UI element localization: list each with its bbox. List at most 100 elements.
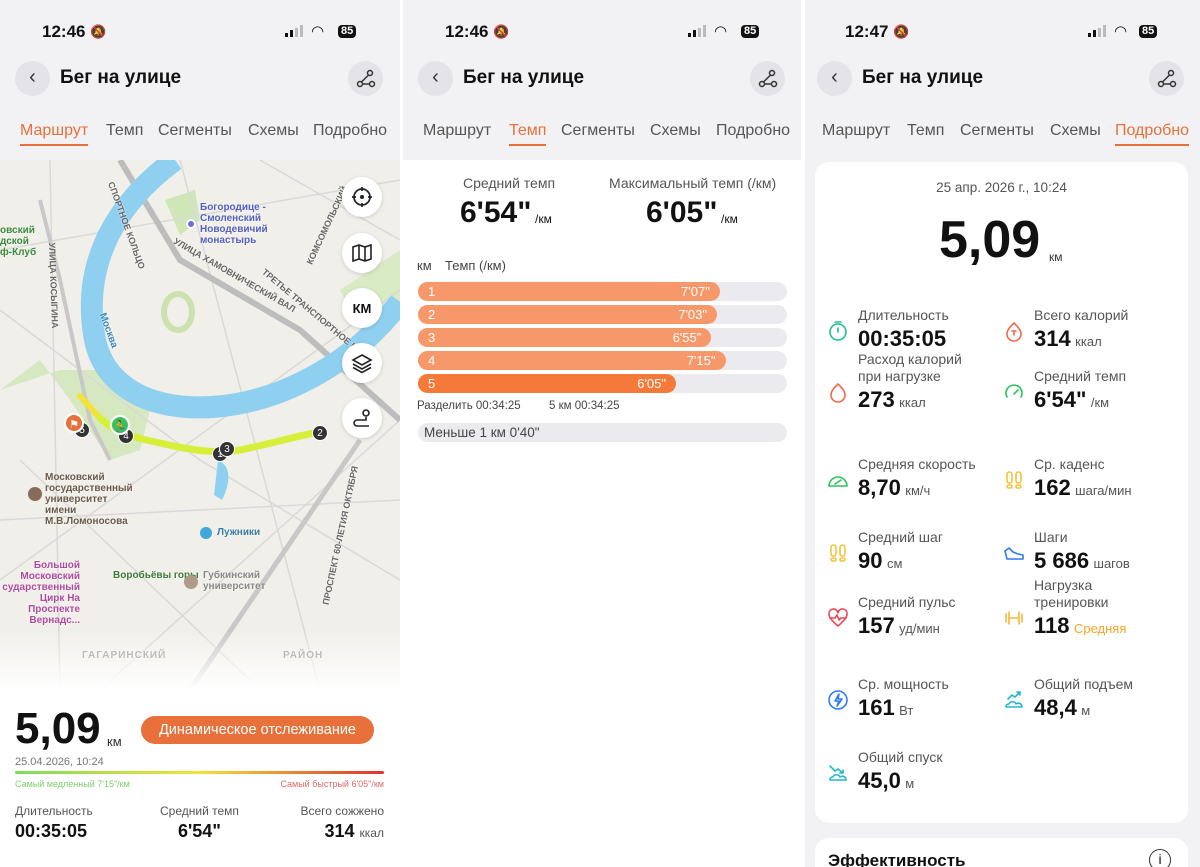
- wifi-icon: ◠: [1114, 23, 1128, 40]
- replay-route-button[interactable]: [342, 398, 382, 438]
- metric-value: 90: [858, 548, 883, 573]
- mute-icon: 🔕: [90, 24, 107, 39]
- status-time: 12:46: [445, 22, 489, 41]
- metric-label: Всего калорий: [1034, 307, 1129, 323]
- details-screen: 12:47 🔕 ◠ 85 ‹ Бег на улице Маршрут Темп…: [805, 0, 1200, 867]
- pace-split-row[interactable]: 1 7'07": [418, 282, 787, 301]
- university-icon: [184, 575, 198, 589]
- tab-pace[interactable]: Темп: [907, 122, 945, 139]
- pace-split-row[interactable]: 5 6'05": [418, 374, 787, 393]
- map-label-monastery: Богородице - Смоленский Новодевичий мона…: [200, 202, 268, 246]
- pace-bar: 4 7'15": [418, 351, 726, 370]
- ascent-icon: [1005, 691, 1023, 708]
- back-button[interactable]: ‹: [418, 61, 453, 96]
- tab-details[interactable]: Подробно: [1115, 122, 1190, 146]
- tab-charts[interactable]: Схемы: [650, 122, 701, 139]
- battery-indicator: 85: [1139, 25, 1158, 38]
- map-label-gubkin: Губкинский университет: [203, 570, 266, 592]
- metric-value-row: 118 Средняя: [1034, 613, 1126, 639]
- dynamic-tracking-button[interactable]: Динамическое отслеживание: [141, 716, 374, 744]
- metric-label: Средний пульс: [858, 594, 956, 610]
- start-runner-icon: 🏃: [110, 415, 130, 435]
- signal-icon: [285, 25, 303, 37]
- split-pace: 7'15": [686, 353, 716, 368]
- stat-avg-pace: 6'54": [178, 821, 221, 841]
- km-markers-button[interactable]: КМ: [342, 288, 382, 328]
- tab-pace[interactable]: Темп: [509, 122, 547, 146]
- metric-value-row: 5 686 шагов: [1034, 548, 1130, 574]
- metric-label: Шаги: [1034, 529, 1068, 545]
- mute-icon: 🔕: [893, 24, 910, 39]
- tab-details[interactable]: Подробно: [716, 122, 791, 139]
- tab-route[interactable]: Маршрут: [822, 122, 891, 139]
- split-pace: 7'03": [678, 307, 708, 322]
- route-icon: [1157, 69, 1177, 88]
- metric-value-row: 6'54" /км: [1034, 387, 1109, 413]
- metric-value-row: 48,4 м: [1034, 695, 1090, 721]
- info-icon[interactable]: i: [1149, 849, 1171, 867]
- metric-label: Средний темп: [1034, 368, 1127, 384]
- metric-unit: шагов: [1093, 556, 1130, 571]
- calories-unit: ккал: [359, 826, 384, 840]
- total-distance: 5,09: [939, 211, 1041, 269]
- map-type-button[interactable]: [342, 233, 382, 273]
- stat-duration: 00:35:05: [15, 821, 88, 841]
- map-label-msu: Московский государственный университет и…: [45, 472, 133, 527]
- metric-value-row: 45,0 м: [858, 768, 914, 794]
- map-label-district: РАЙОН: [283, 650, 324, 661]
- split-km: 2: [428, 307, 436, 322]
- metric-value: 118: [1034, 613, 1070, 638]
- tab-route[interactable]: Маршрут: [423, 122, 492, 139]
- metric-value: 157: [858, 613, 895, 638]
- metric-value: 5 686: [1034, 548, 1090, 573]
- metric-value-row: 161 Вт: [858, 695, 913, 721]
- tab-pace[interactable]: Темп: [106, 122, 144, 139]
- pace-content: Средний темп 6'54" /км Максимальный темп…: [403, 160, 801, 867]
- metric-label: Расход калорий при нагрузке: [858, 351, 962, 384]
- metric-value: 314: [1034, 326, 1071, 351]
- metric-value-row: 90 см: [858, 548, 902, 574]
- mute-icon: 🔕: [493, 24, 510, 39]
- layers-icon: [351, 354, 373, 374]
- footprints-icon: [830, 544, 846, 562]
- tab-route[interactable]: Маршрут: [20, 122, 89, 146]
- pace-split-row[interactable]: 4 7'15": [418, 351, 787, 370]
- map-label-circus: Большой Московский сударственный Цирк На…: [2, 560, 80, 626]
- layers-button[interactable]: [342, 343, 382, 383]
- pace-split-row[interactable]: 2 7'03": [418, 305, 787, 324]
- back-button[interactable]: ‹: [817, 61, 852, 96]
- metric-value: 8,70: [858, 475, 901, 500]
- signal-icon: [688, 25, 706, 37]
- avg-pace-unit: /км: [535, 212, 552, 226]
- split-pace: 7'07": [681, 284, 710, 299]
- back-button[interactable]: ‹: [15, 61, 50, 96]
- tab-segments[interactable]: Сегменты: [158, 122, 232, 139]
- pace-bar: 3 6'55": [418, 328, 712, 347]
- tab-segments[interactable]: Сегменты: [960, 122, 1034, 139]
- route-map[interactable]: Богородице - Смоленский Новодевичий мона…: [0, 160, 400, 690]
- university-icon: [28, 487, 42, 501]
- wifi-icon: ◠: [714, 23, 728, 40]
- route-share-button[interactable]: [348, 61, 383, 96]
- metric-value: 162: [1034, 475, 1071, 500]
- metric-unit: шага/мин: [1075, 483, 1132, 498]
- tab-segments[interactable]: Сегменты: [561, 122, 635, 139]
- speedometer-icon: [828, 476, 848, 487]
- route-share-button[interactable]: [1149, 61, 1184, 96]
- map-label-luzhniki: Лужники: [217, 527, 261, 538]
- map-label-club: овский дской ф-Клуб: [0, 225, 37, 258]
- tab-charts[interactable]: Схемы: [1050, 122, 1101, 139]
- pace-screen: 12:46 🔕 ◠ 85 ‹ Бег на улице Маршрут Темп…: [403, 0, 801, 867]
- route-share-button[interactable]: [750, 61, 785, 96]
- metric-value: 45,0: [858, 768, 901, 793]
- power-icon: [828, 690, 848, 710]
- tab-details[interactable]: Подробно: [313, 122, 388, 139]
- metric-value-row: 314 ккал: [1034, 326, 1102, 352]
- remainder-split: Меньше 1 км 0'40": [418, 423, 787, 442]
- calories-value: 314: [324, 821, 355, 841]
- locate-button[interactable]: [342, 177, 382, 217]
- details-card: 25 апр. 2026 г., 10:24 5,09 км Длительно…: [815, 162, 1188, 823]
- pace-split-row[interactable]: 3 6'55": [418, 328, 787, 347]
- km-column-header: км: [417, 258, 432, 273]
- tab-charts[interactable]: Схемы: [248, 122, 299, 139]
